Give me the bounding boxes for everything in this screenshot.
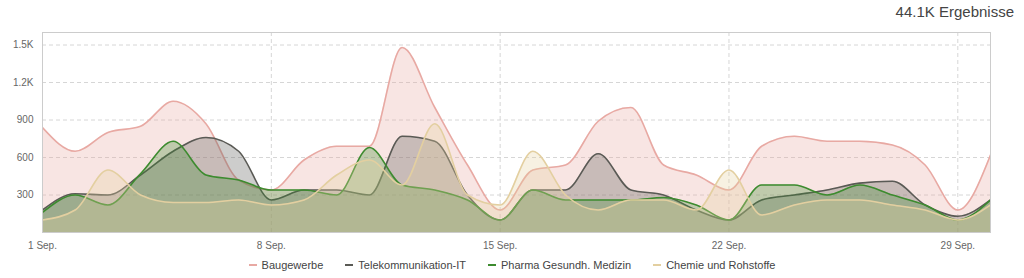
svg-text:300: 300 (17, 189, 34, 200)
svg-text:900: 900 (17, 114, 34, 125)
svg-text:600: 600 (17, 152, 34, 163)
svg-text:15 Sep.: 15 Sep. (483, 240, 517, 251)
html-text:Telekommunikation-IT: Telekommunikation-IT (358, 259, 466, 271)
html-text:Pharma Gesundh. Medizin: Pharma Gesundh. Medizin (500, 259, 632, 271)
svg-text:1.2K: 1.2K (13, 77, 34, 88)
html-text:Chemie und Rohstoffe: Chemie und Rohstoffe (666, 259, 776, 271)
svg-text:1 Sep.: 1 Sep. (28, 240, 57, 251)
svg-text:29 Sep.: 29 Sep. (941, 240, 975, 251)
svg-text:1.5K: 1.5K (13, 39, 34, 50)
svg-text:22 Sep.: 22 Sep. (712, 240, 746, 251)
svg-text:8 Sep.: 8 Sep. (257, 240, 286, 251)
html-text:Baugewerbe: Baugewerbe (261, 259, 324, 271)
html-text:44.1K Ergebnisse: 44.1K Ergebnisse (895, 3, 1014, 20)
